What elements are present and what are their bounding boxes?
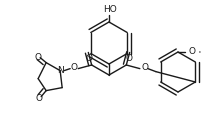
Text: O: O <box>71 63 78 72</box>
Text: O: O <box>141 63 148 72</box>
Text: HO: HO <box>103 5 117 14</box>
Text: O: O <box>189 47 196 57</box>
Text: N: N <box>57 66 64 75</box>
Text: O: O <box>36 94 43 103</box>
Text: O: O <box>86 54 93 63</box>
Text: O: O <box>125 54 132 63</box>
Text: O: O <box>35 53 42 62</box>
